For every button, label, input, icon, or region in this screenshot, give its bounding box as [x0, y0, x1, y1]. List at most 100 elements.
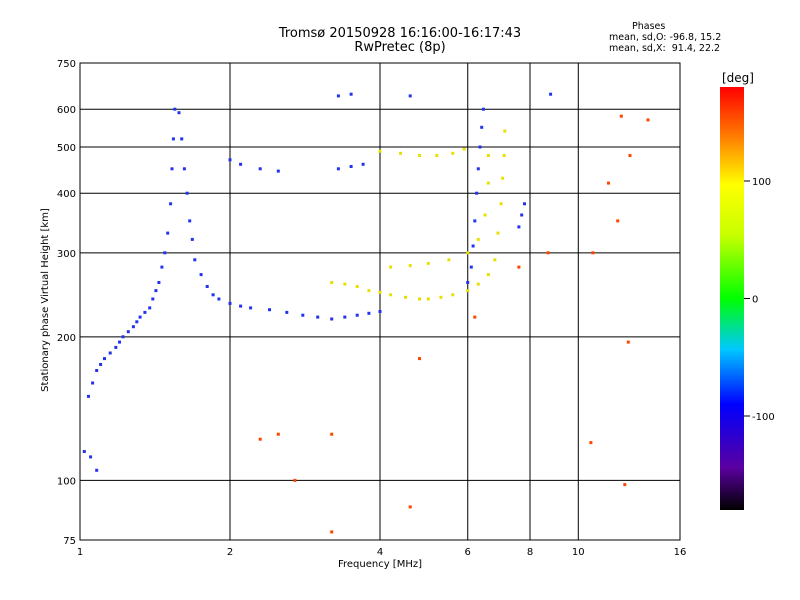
data-point [170, 167, 174, 171]
data-point [517, 265, 521, 269]
data-point [160, 265, 164, 269]
data-point [473, 315, 477, 319]
data-point [330, 432, 334, 436]
data-point [499, 202, 503, 206]
data-point [343, 282, 347, 286]
x-tick-label: 2 [227, 547, 233, 558]
data-point [355, 313, 359, 317]
y-tick-label: 600 [57, 105, 76, 116]
x-tick-label: 6 [465, 547, 471, 558]
data-point [466, 251, 470, 255]
data-point [439, 295, 443, 299]
y-tick-label: 400 [57, 189, 76, 200]
data-point [408, 505, 412, 509]
data-point [163, 251, 167, 255]
data-point [378, 290, 382, 294]
data-point [114, 345, 118, 349]
data-point [475, 191, 479, 195]
data-point [435, 154, 439, 157]
data-point [258, 437, 262, 441]
data-point [496, 231, 500, 235]
data-point [476, 282, 480, 286]
data-point [330, 317, 334, 321]
data-point [469, 265, 473, 269]
data-point [330, 530, 334, 534]
data-point [193, 258, 197, 262]
data-point [355, 285, 359, 288]
data-point [336, 94, 340, 98]
data-point [626, 340, 630, 344]
data-point [378, 310, 382, 313]
data-point [520, 213, 524, 217]
data-point [82, 450, 86, 453]
data-point [623, 483, 627, 487]
data-point [451, 293, 455, 297]
data-point [389, 293, 393, 297]
data-point [471, 244, 475, 248]
data-point [473, 219, 477, 223]
phases-x-stats: mean, sd,X: 91.4, 22.2 [609, 43, 721, 54]
data-point [316, 315, 320, 319]
data-point [268, 308, 271, 312]
data-point [154, 289, 158, 293]
x-tick-label: 8 [527, 547, 533, 558]
data-point [408, 94, 412, 98]
chart-title-line2: RwPretec (8p) [354, 40, 446, 55]
data-point [171, 137, 175, 141]
y-tick-label: 100 [57, 476, 76, 487]
data-point [143, 310, 147, 314]
data-point [486, 154, 490, 157]
x-tick-label: 10 [572, 547, 585, 558]
data-point [211, 293, 215, 297]
data-point [190, 237, 194, 241]
data-point [546, 251, 550, 255]
data-point [205, 285, 209, 288]
data-point [103, 357, 106, 361]
data-point [486, 273, 490, 277]
data-point [91, 381, 95, 385]
data-point [418, 357, 421, 361]
data-point [330, 281, 334, 284]
data-point [169, 202, 173, 206]
data-point [399, 151, 403, 155]
colorbar-label: [deg] [722, 71, 754, 85]
data-point [343, 315, 347, 319]
data-point [616, 219, 620, 223]
data-point [121, 335, 125, 339]
data-point [285, 310, 289, 314]
data-point [118, 340, 121, 344]
data-point [228, 158, 232, 162]
data-point [486, 181, 490, 185]
colorbar-tick-label: 0 [752, 295, 758, 306]
data-point [89, 455, 93, 459]
data-point [99, 363, 103, 366]
data-point [502, 154, 506, 157]
data-point [408, 264, 412, 268]
data-point [135, 320, 139, 324]
data-point [301, 313, 305, 317]
data-point [466, 289, 470, 293]
data-point [480, 125, 484, 129]
x-tick-label: 4 [377, 547, 383, 558]
data-point [108, 351, 112, 355]
data-point [166, 231, 170, 235]
data-point [185, 191, 189, 195]
data-point [199, 273, 203, 277]
data-point [503, 129, 507, 133]
data-point [151, 297, 155, 301]
x-tick-label: 16 [674, 547, 687, 558]
y-tick-label: 75 [63, 536, 76, 547]
x-axis-label: Frequency [MHz] [338, 559, 422, 570]
data-point [95, 468, 99, 472]
data-point [476, 237, 480, 241]
data-point [349, 165, 353, 168]
y-tick-label: 200 [57, 333, 76, 344]
data-point [447, 258, 451, 262]
data-point [258, 167, 262, 171]
data-point [239, 304, 243, 308]
data-point [478, 145, 482, 149]
phases-title: Phases [632, 21, 666, 32]
data-point [607, 181, 610, 185]
data-point [493, 258, 497, 262]
